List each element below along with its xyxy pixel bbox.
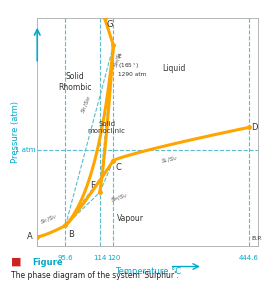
Text: Liquid: Liquid — [163, 64, 186, 73]
Text: $S_M/S_V$: $S_M/S_V$ — [110, 191, 131, 205]
Text: Figure: Figure — [32, 258, 63, 267]
Text: $S_R/S_V$: $S_R/S_V$ — [39, 212, 60, 227]
Text: ■: ■ — [11, 256, 21, 266]
Text: Pressure (atm): Pressure (atm) — [11, 101, 20, 163]
Text: Solid
monoclinic: Solid monoclinic — [88, 121, 126, 134]
Text: E
(165$^\circ$)
1290 atm: E (165$^\circ$) 1290 atm — [118, 55, 146, 76]
Text: The phase diagram of the system 'Sulphur'.: The phase diagram of the system 'Sulphur… — [11, 272, 178, 280]
Text: B.P.: B.P. — [251, 236, 262, 242]
Text: 95.6: 95.6 — [58, 255, 73, 261]
Text: D: D — [251, 123, 257, 132]
Text: $S_L/S_V$: $S_L/S_V$ — [160, 153, 179, 166]
Text: Temperature °C: Temperature °C — [115, 266, 181, 275]
Text: $S_M/S_L$: $S_M/S_L$ — [112, 49, 126, 69]
Text: B: B — [68, 230, 74, 239]
Text: F: F — [90, 181, 95, 190]
Text: A: A — [27, 232, 33, 242]
Text: 444.6: 444.6 — [239, 255, 259, 261]
Text: Vapour: Vapour — [117, 214, 143, 223]
Text: C: C — [116, 163, 122, 172]
Text: G: G — [107, 20, 113, 29]
Text: 1 atm: 1 atm — [15, 147, 35, 153]
Text: $S_R/S_M$: $S_R/S_M$ — [79, 94, 94, 115]
Text: Solid
Rhombic: Solid Rhombic — [58, 72, 92, 92]
Text: 120: 120 — [107, 255, 120, 261]
Text: 114: 114 — [93, 255, 106, 261]
